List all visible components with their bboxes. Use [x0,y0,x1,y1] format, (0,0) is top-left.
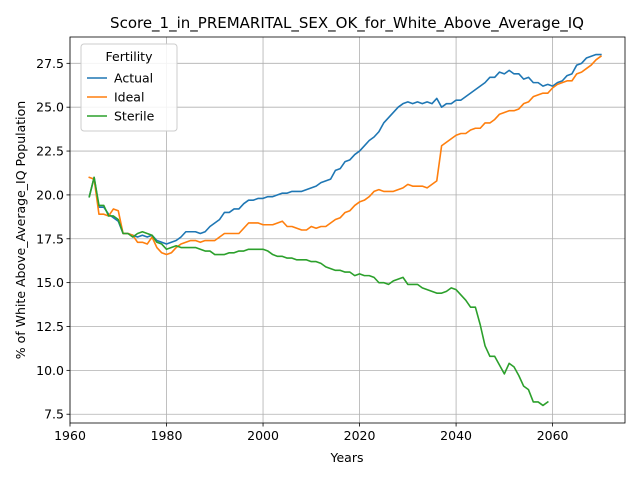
legend-box [80,43,178,132]
y-tick-label: 20.0 [36,187,64,202]
x-tick-label: 2060 [537,428,569,443]
legend-entries: Actual Ideal Sterile [87,71,155,124]
y-tick-label: 10.0 [36,363,64,378]
chart-title: Score_1_in_PREMARITAL_SEX_OK_for_White_A… [110,14,584,33]
x-axis-label: Years [330,450,364,465]
y-tick-label: 22.5 [36,144,64,159]
y-tick-label: 27.5 [36,56,64,71]
x-tick-label: 1960 [54,428,86,443]
x-tick-label: 2000 [247,428,279,443]
grid [69,37,625,423]
y-tick-label: 15.0 [36,275,64,290]
x-tick-label: 1980 [151,428,183,443]
legend-label-sterile: Sterile [114,109,155,124]
y-tick-label: 17.5 [36,231,64,246]
y-tick-label: 25.0 [36,100,64,115]
plot-frame [69,36,626,424]
x-tick-label: 2020 [344,428,376,443]
x-tick-label: 2040 [440,428,472,443]
legend-label-actual: Actual [114,71,153,86]
series-line-ideal [88,55,602,256]
legend: Fertility Actual Ideal Sterile [80,43,178,132]
series-line-sterile [88,176,549,407]
series-line-actual [88,53,602,245]
y-tick-label: 7.5 [44,407,64,422]
legend-label-ideal: Ideal [114,90,144,105]
y-axis-label: % of White Above_Average_IQ Population [13,101,28,359]
y-tick-label: 12.5 [36,319,64,334]
legend-title: Fertility [106,49,154,64]
axis-ticks: 1960 1980 2000 2020 2040 2060 7.5 10.0 12.5 15.0 1… [36,56,568,443]
series-lines [88,53,602,407]
